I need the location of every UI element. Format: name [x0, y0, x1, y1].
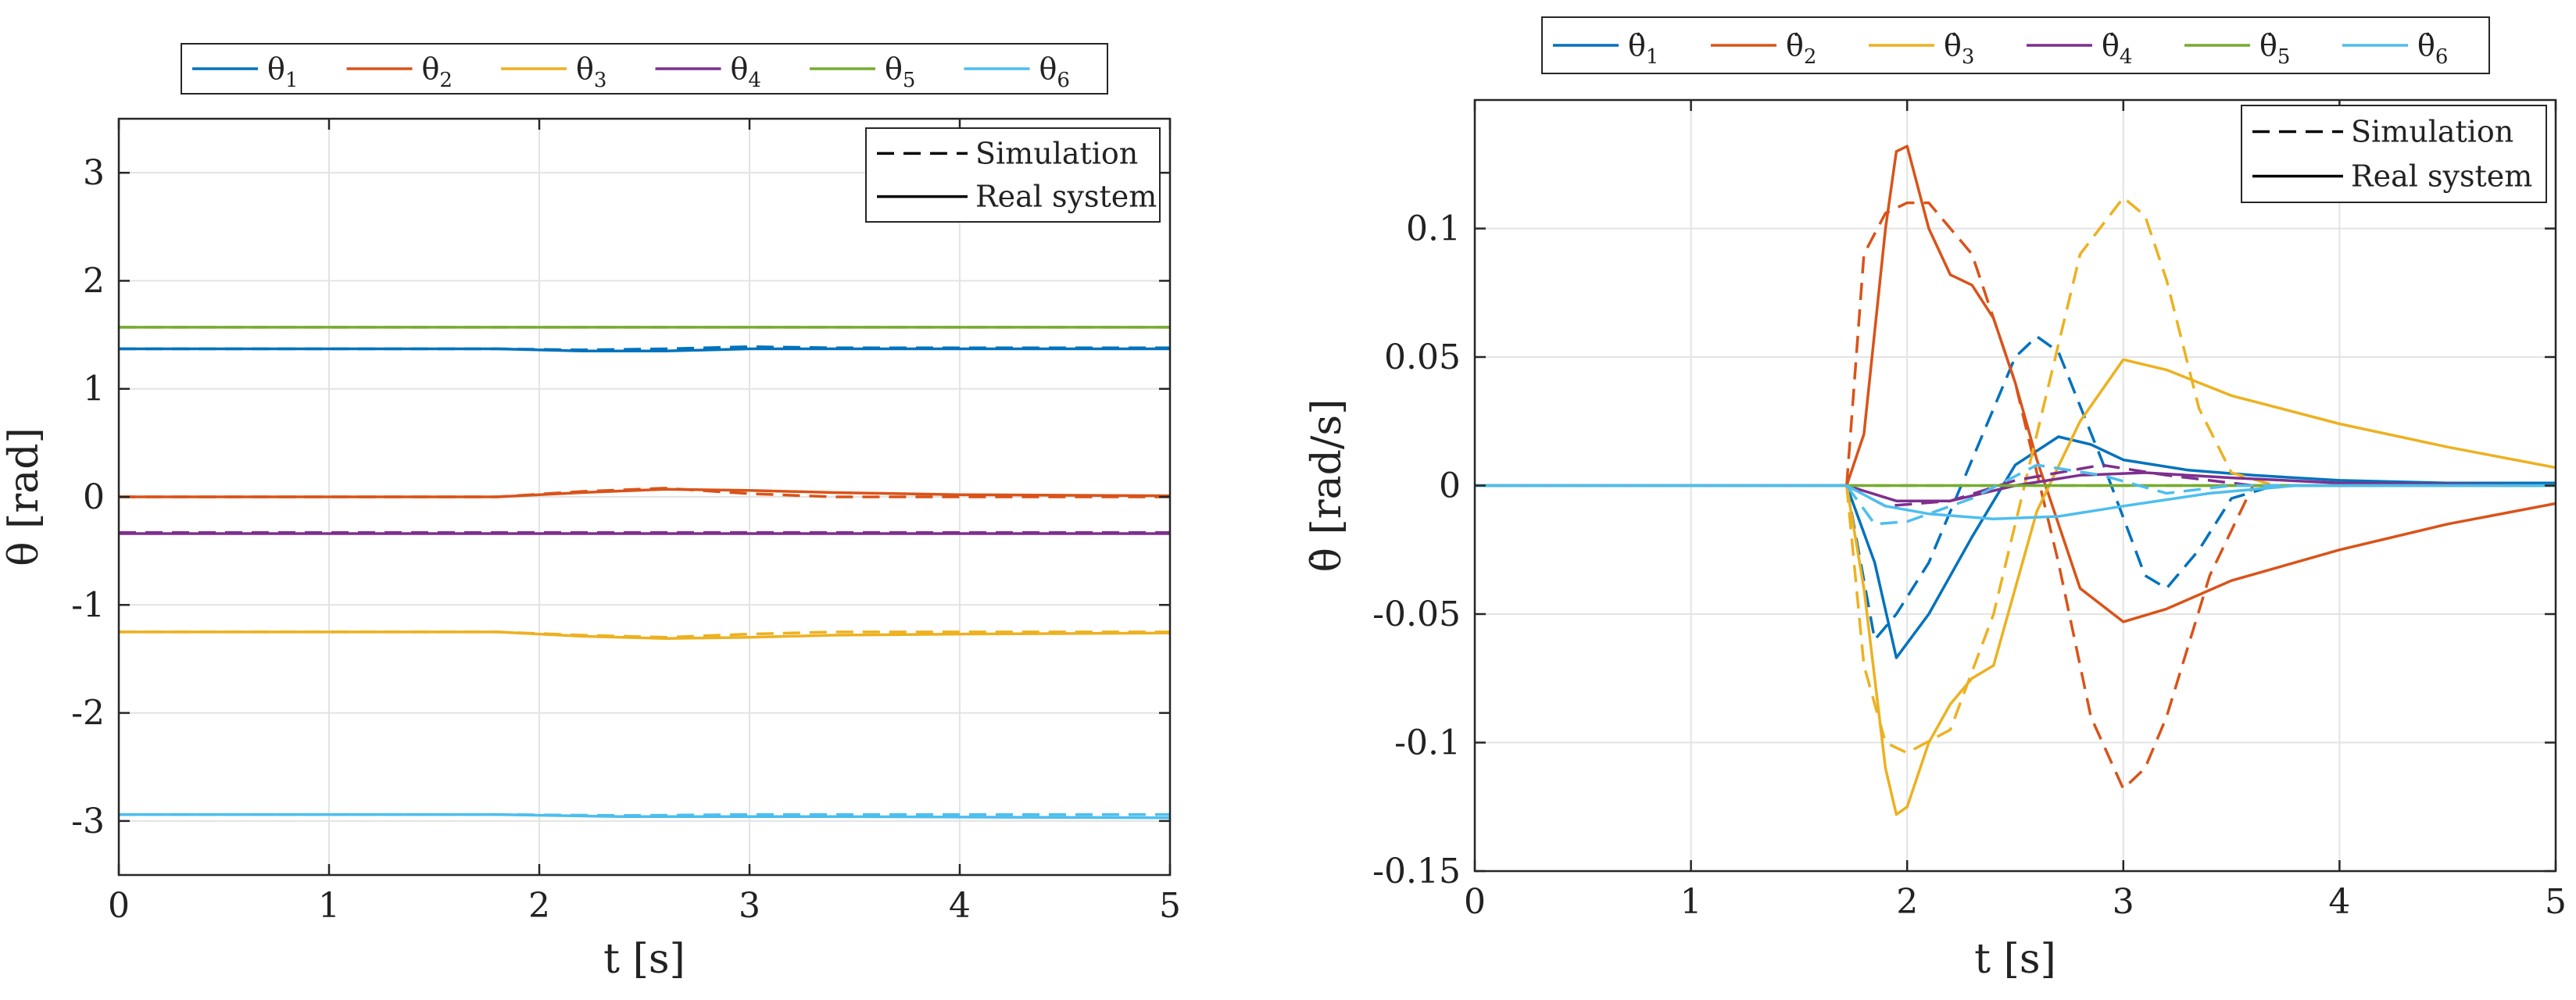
series-2-simulation-line — [1475, 201, 2556, 791]
chart-2: 0 1 2 3 4 5 -0.15 -0.1 -0.05 0 0.05 0.1 t [s] θ̇ [rad… — [1304, 16, 2567, 983]
x-tick-label: 5 — [1159, 886, 1181, 926]
series-legend: θ1 θ2 θ3 θ4 θ5 θ6 — [181, 43, 1108, 95]
x-axis-title: t [s] — [1974, 936, 2056, 983]
real-system-label: Real system — [2351, 159, 2532, 194]
series-2-real-line — [1475, 145, 2556, 623]
series-lines — [1475, 145, 2556, 816]
style-legend: Simulation Real system — [2241, 105, 2547, 203]
series-lines — [119, 326, 1170, 820]
simulation-label: Simulation — [2351, 114, 2513, 148]
y-tick-label: 2 — [83, 261, 105, 301]
x-axis-title: t [s] — [603, 936, 685, 983]
x-tick-label: 4 — [949, 886, 971, 926]
legend-label-2: θ2 — [422, 52, 453, 92]
chart-1: 0 1 2 3 4 5 -3 -2 -1 0 1 2 3 t [s] θ [rad] θ1 θ2 θ3 θ4 θ5 θ6… — [1, 43, 1181, 983]
x-tick-label: 2 — [528, 886, 550, 926]
series-6-simulation-line — [119, 812, 1170, 817]
y-tick-label: 0 — [83, 477, 105, 517]
series-6-simulation-line — [1475, 463, 2556, 526]
y-tick-label: -1 — [71, 585, 105, 625]
y-tick-label: -0.1 — [1394, 723, 1461, 763]
y-tick-label: -0.15 — [1372, 852, 1461, 891]
series-1-real-line — [119, 347, 1170, 353]
y-tick-label: 0.1 — [1406, 209, 1461, 249]
style-legend: Simulation Real system — [865, 127, 1161, 223]
simulation-label: Simulation — [975, 136, 1138, 170]
x-tick-label: 3 — [739, 886, 760, 926]
y-tick-label: 0.05 — [1384, 338, 1461, 377]
x-tick-label: 5 — [2545, 882, 2567, 922]
series-3-real-line — [119, 630, 1170, 640]
x-tick-label: 1 — [318, 886, 340, 926]
x-tick-label: 0 — [1464, 882, 1486, 922]
y-tick-label: 3 — [83, 153, 105, 193]
series-4-real-line — [1475, 471, 2556, 502]
x-tick-label: 2 — [1896, 882, 1918, 922]
series-2-real-line — [119, 488, 1170, 498]
series-6-real-line — [1475, 484, 2556, 521]
series-legend-box — [1541, 16, 2490, 74]
y-tick-label: -2 — [71, 694, 105, 734]
y-tick-label: 1 — [83, 370, 105, 409]
y-axis-title: θ [rad] — [1, 427, 48, 566]
y-axis-title: θ̇ [rad/s] — [1304, 399, 1351, 573]
legend-label-6: θ6 — [1039, 52, 1070, 92]
series-3-real-line — [1475, 358, 2556, 816]
y-tick-label: -3 — [71, 802, 105, 841]
real-system-label: Real system — [975, 180, 1157, 214]
x-tick-label: 3 — [2113, 882, 2134, 922]
style-legend-box — [865, 127, 1161, 223]
series-6-real-line — [119, 812, 1170, 820]
x-tick-label: 4 — [2328, 882, 2350, 922]
y-tick-label: -0.05 — [1372, 595, 1461, 634]
series-1-real-line — [1475, 435, 2556, 659]
x-tick-label: 0 — [108, 886, 130, 926]
series-legend-box — [181, 43, 1108, 95]
x-tick-label: 1 — [1680, 882, 1702, 922]
series-legend: θ̇1 θ̇2 θ̇3 θ̇4 θ̇5 θ̇6 — [1541, 16, 2490, 74]
series-1-simulation-line — [1475, 334, 2556, 641]
series-3-simulation-line — [1475, 196, 2556, 755]
y-tick-label: 0 — [1439, 466, 1461, 506]
style-legend-box — [2241, 105, 2547, 203]
